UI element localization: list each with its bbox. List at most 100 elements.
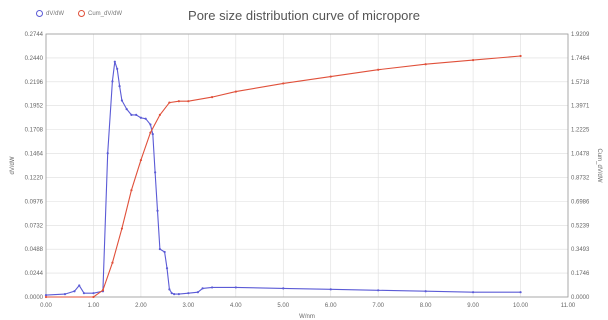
x-tick-label: 2.00 bbox=[135, 303, 147, 309]
data-point-series-1 bbox=[125, 108, 128, 111]
data-point-series-2 bbox=[44, 295, 48, 299]
data-point-series-1 bbox=[44, 293, 48, 297]
y-right-tick-label: 0.6986 bbox=[571, 199, 590, 205]
data-point-series-2 bbox=[92, 295, 95, 299]
data-point-series-1 bbox=[151, 132, 154, 136]
data-point-series-1 bbox=[282, 287, 285, 290]
y-right-tick-label: 1.5718 bbox=[571, 80, 590, 86]
data-point-series-1 bbox=[377, 289, 380, 292]
data-point-series-1 bbox=[139, 116, 143, 119]
x-tick-label: 7.00 bbox=[372, 303, 384, 309]
data-point-series-2 bbox=[187, 100, 190, 103]
y-right-axis-label: Cum_dV/dW bbox=[596, 148, 602, 182]
x-tick-label: 6.00 bbox=[325, 303, 337, 309]
data-point-series-1 bbox=[135, 113, 138, 116]
y-right-tick-label: 1.3971 bbox=[571, 104, 590, 110]
y-right-tick-label: 1.2225 bbox=[571, 128, 590, 134]
legend-marker-series-2 bbox=[78, 10, 86, 17]
x-tick-label: 1.00 bbox=[88, 303, 100, 309]
data-point-series-1 bbox=[156, 209, 159, 212]
data-point-series-2 bbox=[101, 289, 105, 292]
data-point-series-2 bbox=[424, 63, 427, 66]
data-point-series-1 bbox=[168, 288, 171, 291]
y-right-tick-label: 1.7464 bbox=[571, 56, 590, 62]
data-point-series-2 bbox=[519, 54, 522, 58]
data-point-series-1 bbox=[130, 113, 133, 116]
x-tick-label: 10.00 bbox=[513, 303, 529, 309]
x-tick-label: 8.00 bbox=[420, 303, 432, 309]
data-point-series-1 bbox=[173, 293, 176, 296]
data-point-series-1 bbox=[106, 152, 109, 155]
x-tick-label: 5.00 bbox=[277, 303, 289, 309]
data-point-series-1 bbox=[154, 171, 157, 174]
data-point-series-1 bbox=[234, 286, 237, 289]
data-point-series-1 bbox=[144, 117, 147, 120]
y-left-tick-label: 0.1952 bbox=[25, 104, 44, 110]
data-point-series-1 bbox=[163, 250, 166, 254]
data-point-series-1 bbox=[120, 99, 124, 102]
x-axis-label: W/nm bbox=[299, 314, 315, 320]
data-point-series-1 bbox=[177, 293, 180, 296]
data-point-series-1 bbox=[519, 291, 522, 294]
y-right-tick-label: 0.3493 bbox=[571, 247, 590, 253]
data-point-series-2 bbox=[139, 158, 143, 162]
data-point-series-2 bbox=[130, 189, 133, 192]
data-point-series-1 bbox=[424, 290, 427, 293]
data-point-series-2 bbox=[177, 100, 180, 103]
series-line-2 bbox=[46, 55, 521, 298]
data-point-series-2 bbox=[234, 90, 237, 93]
data-point-series-2 bbox=[149, 131, 152, 134]
plot-frame bbox=[45, 33, 569, 298]
data-point-series-1 bbox=[187, 292, 190, 295]
data-point-series-1 bbox=[78, 284, 81, 287]
x-tick-label: 9.00 bbox=[467, 303, 479, 309]
data-point-series-1 bbox=[73, 290, 76, 293]
x-tick-label: 0.00 bbox=[40, 303, 52, 309]
y-right-tick-label: 0.0000 bbox=[571, 295, 590, 301]
legend-label-series-2: Cum_dV/dW bbox=[88, 10, 123, 17]
data-point-series-1 bbox=[111, 80, 114, 83]
data-point-series-1 bbox=[149, 123, 152, 126]
legend: dV/dW Cum_dV/dW bbox=[36, 10, 122, 17]
chart-title: Pore size distribution curve of micropor… bbox=[188, 8, 420, 23]
data-point-series-1 bbox=[82, 292, 86, 295]
data-point-series-1 bbox=[170, 292, 173, 295]
data-point-series-1 bbox=[113, 60, 116, 63]
data-point-series-2 bbox=[111, 261, 114, 264]
y-left-tick-label: 0.0244 bbox=[25, 271, 44, 277]
y-left-axis-label: dV/dW bbox=[10, 156, 16, 174]
data-point-series-2 bbox=[377, 68, 380, 71]
legend-label-series-1: dV/dW bbox=[46, 10, 65, 17]
data-point-series-1 bbox=[63, 293, 67, 296]
data-point-series-2 bbox=[158, 113, 161, 117]
series-line-1 bbox=[45, 61, 521, 296]
data-point-series-1 bbox=[92, 292, 95, 295]
x-tick-label: 3.00 bbox=[183, 303, 195, 309]
y-right-tick-label: 1.9209 bbox=[571, 32, 590, 38]
y-left-tick-label: 0.0000 bbox=[25, 295, 44, 301]
data-point-series-2 bbox=[120, 227, 124, 230]
y-left-tick-label: 0.1708 bbox=[25, 128, 44, 134]
y-left-tick-label: 0.2744 bbox=[25, 32, 44, 38]
data-point-series-2 bbox=[210, 96, 214, 99]
legend-item-series-2: Cum_dV/dW bbox=[78, 10, 122, 17]
data-point-series-1 bbox=[116, 67, 119, 70]
data-point-series-2 bbox=[329, 75, 332, 78]
y-left-tick-label: 0.0488 bbox=[25, 247, 44, 253]
data-point-series-1 bbox=[201, 287, 204, 290]
data-point-series-1 bbox=[329, 288, 332, 291]
data-point-series-1 bbox=[158, 247, 161, 251]
data-point-series-1 bbox=[196, 291, 199, 294]
y-right-tick-label: 0.1746 bbox=[571, 271, 590, 277]
legend-marker-series-1 bbox=[36, 10, 43, 17]
y-right-tick-label: 0.8732 bbox=[571, 175, 590, 181]
y-left-tick-label: 0.1220 bbox=[25, 175, 44, 181]
data-point-series-1 bbox=[210, 286, 214, 289]
y-left-tick-label: 0.2440 bbox=[25, 56, 44, 62]
y-left-tick-label: 0.1464 bbox=[25, 152, 44, 158]
data-point-series-2 bbox=[168, 101, 171, 104]
y-right-tick-label: 0.5239 bbox=[571, 223, 590, 229]
data-point-series-2 bbox=[471, 59, 475, 62]
